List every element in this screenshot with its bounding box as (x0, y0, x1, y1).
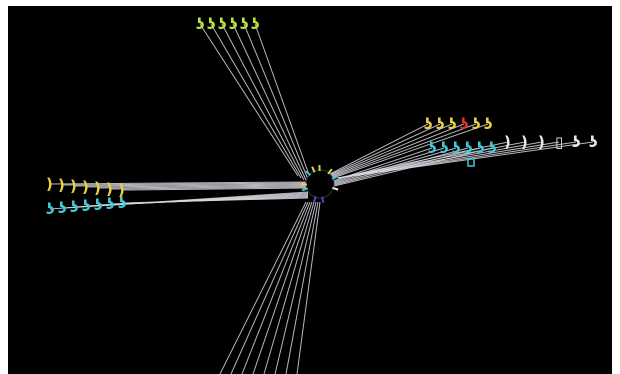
right-cyan-bundle-strand (329, 147, 445, 184)
left-cyan-bundle-marker: ʖ (82, 197, 91, 215)
upper-bundle-marker: ʖ (229, 15, 238, 33)
left-yellow-bundle-strand (49, 181, 309, 185)
node-tick (327, 168, 333, 175)
right-white-bundle-marker: ʖ (589, 133, 598, 151)
upper-bundle-strand (243, 23, 311, 185)
tractography-diagram: ʖ ʖ ʖ ʖ ʖ ʖ)))))))ʖ ʖ ʖ ʖ ʖ ʖ ʖʖ ʖ ʖ ʖ ʖ ʖʖ ʖ ʖ ʖ ʖ ʖ))) ▯ ʖ ʖ (46, 15, 598, 374)
right-yellow-bundle-strand (329, 123, 489, 180)
upper-bundle-strand (254, 23, 314, 187)
node-tick (321, 196, 325, 203)
left-yellow-bundle-marker: ) (46, 175, 53, 193)
right-yellow-bundle-marker: ʖ (484, 115, 493, 133)
right-yellow-bundle-strand (329, 123, 465, 178)
upper-bundle-strand (210, 23, 302, 179)
right-yellow-bundle-strand (329, 123, 429, 175)
lower-bundle-strand (219, 201, 307, 374)
right-cyan-bundle-marker: ʖ (428, 139, 437, 157)
right-white-bundle-marker: ) (504, 133, 511, 151)
left-cyan-bundle-strand (121, 197, 309, 204)
left-yellow-bundle-strand (85, 184, 309, 188)
left-yellow-bundle-marker: ) (94, 179, 101, 197)
left-yellow-bundle-marker: ) (70, 177, 77, 195)
node-tick (305, 170, 312, 176)
right-yellow-bundle-strand (329, 123, 453, 177)
left-yellow-bundle (49, 181, 309, 191)
left-cyan-bundle-marker: ʖ (46, 200, 55, 218)
left-yellow-bundle-strand (97, 185, 309, 189)
lower-bundle-strand (285, 201, 319, 374)
upper-bundle-strand (232, 23, 308, 183)
right-cyan-bundle-marker: ʖ (488, 139, 497, 157)
right-white-bundle-marker: ▯ (555, 133, 563, 151)
lower-bundle-strand (263, 201, 315, 374)
right-yellow-bundle-strand (329, 123, 441, 176)
lower-bundle-strand (252, 201, 313, 374)
right-white-bundle-marker: ) (521, 133, 528, 151)
right-cyan-bundle-marker: ʖ (452, 139, 461, 157)
upper-bundle-marker: ʖ (218, 15, 227, 33)
left-cyan-bundle-marker: ʖ (70, 198, 79, 216)
left-cyan-bundle-marker: ʖ (58, 199, 67, 217)
right-yellow-bundle-marker: ʖ (460, 115, 469, 133)
right-yellow-bundle (329, 123, 489, 180)
left-cyan-bundle (49, 191, 309, 210)
right-white-bundle-marker: ) (538, 133, 545, 151)
fiber-tract-canvas: ʖ ʖ ʖ ʖ ʖ ʖ))))))) ʖ ʖ ʖ ʖ ʖ ʖ ʖ ʖ ʖ ʖ ʖ ʖ ʖ ʖ ʖ ʖ ʖ ʖ ʖ))) ▯ ʖ ʖ (8, 6, 612, 374)
right-yellow-bundle-marker: ʖ (436, 115, 445, 133)
lower-bundle-strand (274, 201, 317, 374)
lower-bundle-strand (230, 201, 309, 374)
fiber-lines (49, 23, 594, 374)
left-yellow-bundle-marker: ) (58, 176, 65, 194)
right-white-bundle-strand (337, 141, 509, 179)
right-cyan-bundle-marker: ʖ (464, 139, 473, 157)
left-yellow-bundle-marker: ) (82, 178, 89, 196)
left-yellow-bundle-strand (121, 187, 309, 191)
upper-bundle-marker: ʖ (240, 15, 249, 33)
left-yellow-bundle-strand (73, 183, 309, 187)
node-tick (311, 166, 316, 173)
node-tick (312, 195, 317, 203)
left-yellow-bundle-markers: ))))))) (46, 175, 125, 199)
upper-bundle-marker: ʖ (196, 15, 205, 33)
marker-groups: ʖ ʖ ʖ ʖ ʖ ʖ)))))))ʖ ʖ ʖ ʖ ʖ ʖ ʖʖ ʖ ʖ ʖ ʖ ʖʖ ʖ ʖ ʖ ʖ ʖ))) ▯ ʖ ʖ (46, 15, 598, 218)
upper-bundle-marker: ʖ (207, 15, 216, 33)
left-yellow-bundle-strand (109, 186, 309, 190)
lower-bundle (219, 201, 321, 374)
lower-bundle-strand (241, 201, 311, 374)
left-cyan-bundle-marker: ʖ (94, 196, 103, 214)
left-yellow-bundle-marker: ) (106, 180, 113, 198)
left-yellow-bundle-strand (61, 182, 309, 186)
left-yellow-bundle-marker: ) (118, 181, 125, 199)
left-cyan-bundle-marker: ʖ (118, 194, 127, 212)
upper-bundle-marker: ʖ (251, 15, 260, 33)
right-cyan-bundle-marker: ʖ (440, 139, 449, 157)
right-yellow-bundle-marker: ʖ (448, 115, 457, 133)
lower-bundle-strand (296, 201, 321, 374)
upper-bundle-strand (199, 23, 299, 177)
right-cyan-square-marker (467, 158, 475, 167)
right-white-bundle (337, 141, 594, 179)
node-tick (301, 187, 309, 192)
upper-bundle (199, 23, 314, 187)
right-yellow-bundle-marker: ʖ (472, 115, 481, 133)
node-tick (331, 175, 338, 180)
right-white-bundle-markers: ))) ▯ ʖ ʖ (504, 133, 598, 151)
right-cyan-bundle-marker: ʖ (476, 139, 485, 157)
right-yellow-bundle-marker: ʖ (424, 115, 433, 133)
right-white-bundle-strand (337, 141, 594, 179)
node-tick (332, 186, 339, 191)
right-yellow-bundle-strand (329, 123, 477, 179)
left-cyan-bundle-marker: ʖ (106, 195, 115, 213)
upper-bundle-strand (221, 23, 305, 181)
right-white-bundle-marker: ʖ (572, 133, 581, 151)
